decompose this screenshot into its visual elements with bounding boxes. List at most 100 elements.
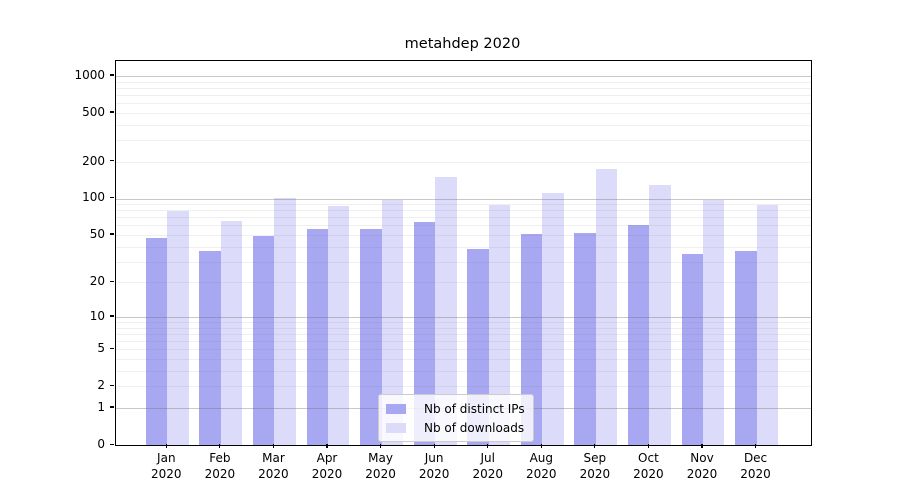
bar-downloads-feb [220,221,243,445]
y-tick-label-200: 200 [82,153,105,168]
y-tick-mark-20 [110,280,114,283]
legend-label: Nb of distinct IPs [424,401,525,416]
bar-distinct-ips-may [360,229,382,445]
gridline-9 [116,322,811,323]
x-tick-mark-dec [754,444,757,448]
y-tick-mark-1000 [110,74,114,76]
bar-downloads-jul [488,204,511,445]
y-tick-label-2: 2 [97,378,105,393]
y-tick-mark-0 [110,443,114,445]
legend-swatch-distinct-ips [386,403,406,414]
y-tick-label-10: 10 [89,308,105,323]
y-tick-mark-200 [110,160,114,162]
gridline-6 [116,341,811,343]
y-tick-label-5: 5 [97,341,105,356]
x-tick-label-jul: Jul 2020 [472,451,503,481]
chart-title: metahdep 2020 [404,36,521,52]
bar-downloads-apr [328,206,350,445]
x-tick-label-may: May 2020 [365,451,396,481]
bar-downloads-dec [756,205,778,445]
x-tick-mark-apr [326,444,328,448]
plot-area: Nb of distinct IPs Nb of downloads [115,60,812,446]
gridline-3 [116,370,811,372]
y-tick-label-1: 1 [97,399,105,414]
bar-downloads-jan [167,210,189,445]
y-tick-mark-50 [110,233,114,235]
gridline-40 [116,246,811,248]
x-tick-mark-mar [272,444,275,448]
x-tick-mark-jul [487,444,489,448]
y-tick-mark-1 [110,406,114,408]
gridline-400 [116,124,811,126]
x-tick-label-apr: Apr 2020 [311,451,343,481]
legend: Nb of distinct IPs Nb of downloads [378,394,534,442]
gridline-70 [116,217,811,219]
gridline-800 [116,87,811,89]
gridline-500 [116,112,811,114]
gridline-8 [116,327,811,329]
y-tick-label-100: 100 [82,190,105,205]
y-tick-label-500: 500 [82,104,105,119]
bar-downloads-nov [703,199,725,445]
y-tick-label-20: 20 [89,274,105,289]
y-tick-label-0: 0 [97,437,105,451]
y-tick-mark-5 [110,347,114,349]
gridline-80 [116,210,811,212]
bar-downloads-oct [649,185,671,445]
x-tick-mark-sep [594,444,596,448]
bar-distinct-ips-jun [413,222,436,445]
y-tick-label-50: 50 [89,226,105,241]
x-tick-label-oct: Oct 2020 [633,451,664,481]
bar-distinct-ips-mar [253,236,275,445]
bar-downloads-jun [435,177,457,445]
legend-item: Nb of distinct IPs [386,401,525,416]
legend-item: Nb of downloads [386,420,525,435]
bar-distinct-ips-sep [574,232,596,445]
x-tick-mark-may [379,444,382,448]
gridline-60 [116,225,811,227]
bar-downloads-mar [274,197,296,445]
gridline-900 [116,81,811,83]
x-tick-mark-oct [647,444,650,448]
bar-downloads-may [381,200,403,445]
legend-swatch-downloads [386,422,406,433]
gridline-20 [116,282,811,284]
y-tick-mark-100 [110,196,114,199]
y-tick-mark-2 [110,384,114,386]
x-tick-label-jun: Jun 2020 [418,451,450,481]
y-tick-mark-500 [110,111,114,113]
x-tick-label-aug: Aug 2020 [526,451,557,481]
bar-downloads-aug [542,192,564,445]
x-tick-label-dec: Dec 2020 [740,451,771,481]
x-tick-label-nov: Nov 2020 [686,451,718,481]
bar-distinct-ips-jan [145,238,168,445]
gridline-300 [116,140,811,142]
gridline-1000 [116,75,811,77]
bar-distinct-ips-nov [681,253,703,445]
gridline-90 [116,204,811,205]
y-axis: 0 1 2 5 10 20 50 100 200 500 1000 [0,60,115,451]
y-tick-mark-10 [110,315,114,317]
gridline-50 [116,235,811,236]
x-tick-mark-aug [540,444,542,448]
x-tick-label-feb: Feb 2020 [204,451,236,481]
gridline-4 [116,359,811,360]
x-axis: Jan 2020 Feb 2020 Mar 2020 Apr 2020 May 2020… [115,444,810,500]
gridline-2 [116,386,811,388]
gridline-600 [116,103,811,105]
bar-distinct-ips-dec [735,250,757,445]
bar-downloads-sep [595,168,618,445]
gridline-200 [116,161,811,163]
bar-distinct-ips-oct [628,224,650,445]
x-tick-label-mar: Mar 2020 [258,451,289,481]
x-tick-mark-jun [433,444,435,448]
x-tick-label-sep: Sep 2020 [579,451,611,481]
legend-label: Nb of downloads [424,420,525,435]
bar-distinct-ips-aug [520,233,543,445]
gridline-7 [116,333,811,335]
x-tick-mark-feb [219,444,221,448]
gridline-100 [116,198,811,200]
y-tick-label-1000: 1000 [74,67,105,82]
gridline-700 [116,95,811,96]
